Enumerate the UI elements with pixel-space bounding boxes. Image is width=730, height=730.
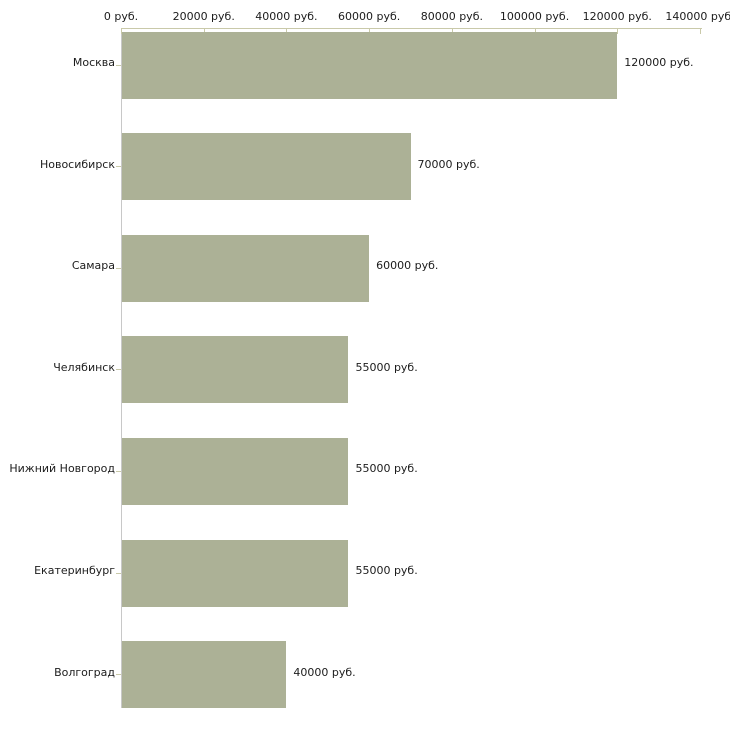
- bar: [122, 336, 349, 404]
- bar: [122, 31, 618, 99]
- x-tick-label: 60000 руб.: [338, 10, 401, 23]
- category-tick: [116, 572, 121, 574]
- value-label: 40000 руб.: [293, 665, 356, 679]
- value-label: 120000 руб.: [624, 56, 694, 69]
- value-label: 55000 руб.: [355, 360, 418, 374]
- value-label: 55000 руб.: [355, 564, 418, 577]
- value-label: 70000 руб.: [417, 157, 480, 171]
- value-label: 55000 руб.: [355, 462, 418, 476]
- x-tick: [451, 28, 453, 34]
- category-tick: [116, 166, 121, 168]
- category-axis-line: [121, 28, 122, 709]
- category-label: Новосибирск: [39, 157, 115, 171]
- category-label: Екатеринбург: [34, 564, 115, 577]
- x-tick: [121, 28, 122, 34]
- x-tick: [700, 28, 701, 34]
- value-axis-line: [121, 28, 702, 29]
- bar: [122, 641, 287, 709]
- category-tick: [116, 674, 121, 676]
- x-tick-label: 100000 руб.: [499, 10, 570, 23]
- x-tick-label: 0 руб.: [103, 10, 139, 23]
- x-tick-label: 20000 руб.: [172, 10, 235, 23]
- category-tick: [116, 369, 121, 371]
- bar: [122, 133, 411, 201]
- category-label: Волгоград: [54, 665, 115, 679]
- x-tick: [617, 28, 619, 34]
- value-label: 60000 руб.: [376, 259, 439, 273]
- category-tick: [116, 267, 121, 269]
- category-label: Нижний Новгород: [9, 462, 115, 476]
- bar: [122, 234, 370, 302]
- category-label: Москва: [72, 56, 115, 69]
- bar: [122, 437, 349, 505]
- category-label: Челябинск: [53, 360, 115, 374]
- x-tick-label: 140000 руб.: [665, 10, 730, 23]
- x-tick: [286, 28, 288, 34]
- x-tick-label: 120000 руб.: [582, 10, 652, 23]
- x-tick-label: 40000 руб.: [255, 10, 318, 23]
- x-tick: [203, 28, 205, 34]
- x-tick: [369, 28, 371, 34]
- x-tick-label: 80000 руб.: [420, 10, 483, 23]
- category-tick: [116, 64, 121, 66]
- category-label: Самара: [71, 259, 115, 273]
- x-tick: [534, 28, 536, 34]
- category-tick: [116, 470, 121, 472]
- bar: [122, 539, 349, 607]
